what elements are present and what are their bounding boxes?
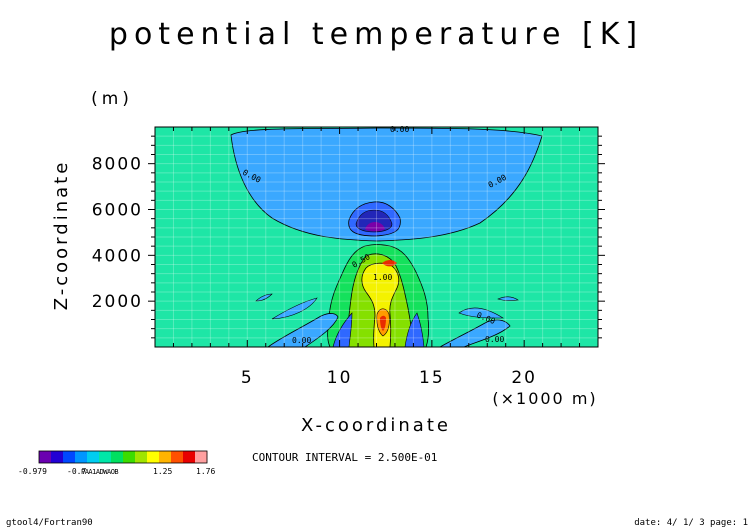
colorbar-label-1: -0.979 <box>18 467 47 476</box>
contour-label-lower-right-2: 0.00 <box>485 335 504 344</box>
colorbar-swatch <box>135 451 148 463</box>
colorbar-swatch <box>39 451 52 463</box>
contour-interval: CONTOUR INTERVAL = 2.500E-01 <box>252 451 437 464</box>
colorbar-label-2: -0.7 <box>67 467 86 476</box>
colorbar-swatch <box>111 451 124 463</box>
contour-plot-area: 0.00 0.00 0.00 0.50 1.00 0.00 0.00 0.00 <box>154 125 599 348</box>
colorbar-swatch <box>171 451 184 463</box>
contour-label-top: 0.00 <box>390 125 409 134</box>
contour-label-plume-2: 1.00 <box>373 273 392 282</box>
colorbar-swatch <box>99 451 112 463</box>
colorbar-labels: -0.979 -0.7 1.25 1.76 PAA1ADWAOB <box>18 467 215 476</box>
colorbar-swatch <box>159 451 172 463</box>
colorbar-swatch <box>123 451 136 463</box>
colorbar-swatch <box>87 451 100 463</box>
y-tick-label: 8000 <box>92 155 143 175</box>
lower-blue-right <box>404 312 425 348</box>
x-tick-label: 15 <box>419 368 445 388</box>
footer-left: gtool4/Fortran90 <box>6 518 93 528</box>
left-mid-lobe <box>271 297 318 320</box>
negative-cold-lobe <box>230 127 543 242</box>
colorbar-swatch <box>63 451 76 463</box>
y-tick-label: 4000 <box>92 246 143 266</box>
y-axis-label: Z-coordinate <box>51 160 72 311</box>
lower-blue-left <box>332 312 353 348</box>
colorbar-label-4: 1.76 <box>196 467 215 476</box>
colorbar-swatch <box>183 451 196 463</box>
positive-small-1 <box>382 260 397 267</box>
x-tick-label: 5 <box>241 368 254 388</box>
colorbar-swatch <box>195 451 208 463</box>
lower-lobe-right <box>438 319 511 348</box>
contour-label-lower-left: 0.00 <box>292 336 311 345</box>
colorbar-swatch <box>147 451 160 463</box>
x-axis-label: X-coordinate <box>301 415 451 436</box>
x-tick-label: 10 <box>327 368 353 388</box>
y-tick-label: 2000 <box>92 292 143 312</box>
y-axis-ticks: 2000 4000 6000 8000 <box>92 135 605 339</box>
left-small-lobe <box>255 293 273 302</box>
colorbar-label-overlap: PAA1ADWAOB <box>81 468 118 476</box>
colorbar-label-3: 1.25 <box>153 467 172 476</box>
positive-plume-inner <box>361 262 400 348</box>
x-axis-unit: (×1000 m) <box>492 389 597 408</box>
colorbar <box>38 450 208 464</box>
colorbar-swatch <box>51 451 64 463</box>
lower-lobe-left <box>266 313 339 348</box>
right-small-lobe <box>497 296 519 301</box>
right-mid-lobe <box>458 307 505 319</box>
footer-right: date: 4/ 1/ 3 page: 1 <box>634 518 748 528</box>
colorbar-swatch <box>75 451 88 463</box>
y-tick-label: 6000 <box>92 201 143 221</box>
chart-title: potential temperature [K] <box>109 17 643 52</box>
positive-hot-2 <box>380 315 386 331</box>
x-tick-label: 20 <box>511 368 537 388</box>
colorbar-frame <box>38 450 208 464</box>
plot-grid <box>154 126 599 348</box>
x-axis-ticks: 5 10 15 20 <box>172 127 581 388</box>
y-axis-unit: (m) <box>91 89 133 109</box>
negative-core-min <box>365 222 385 232</box>
